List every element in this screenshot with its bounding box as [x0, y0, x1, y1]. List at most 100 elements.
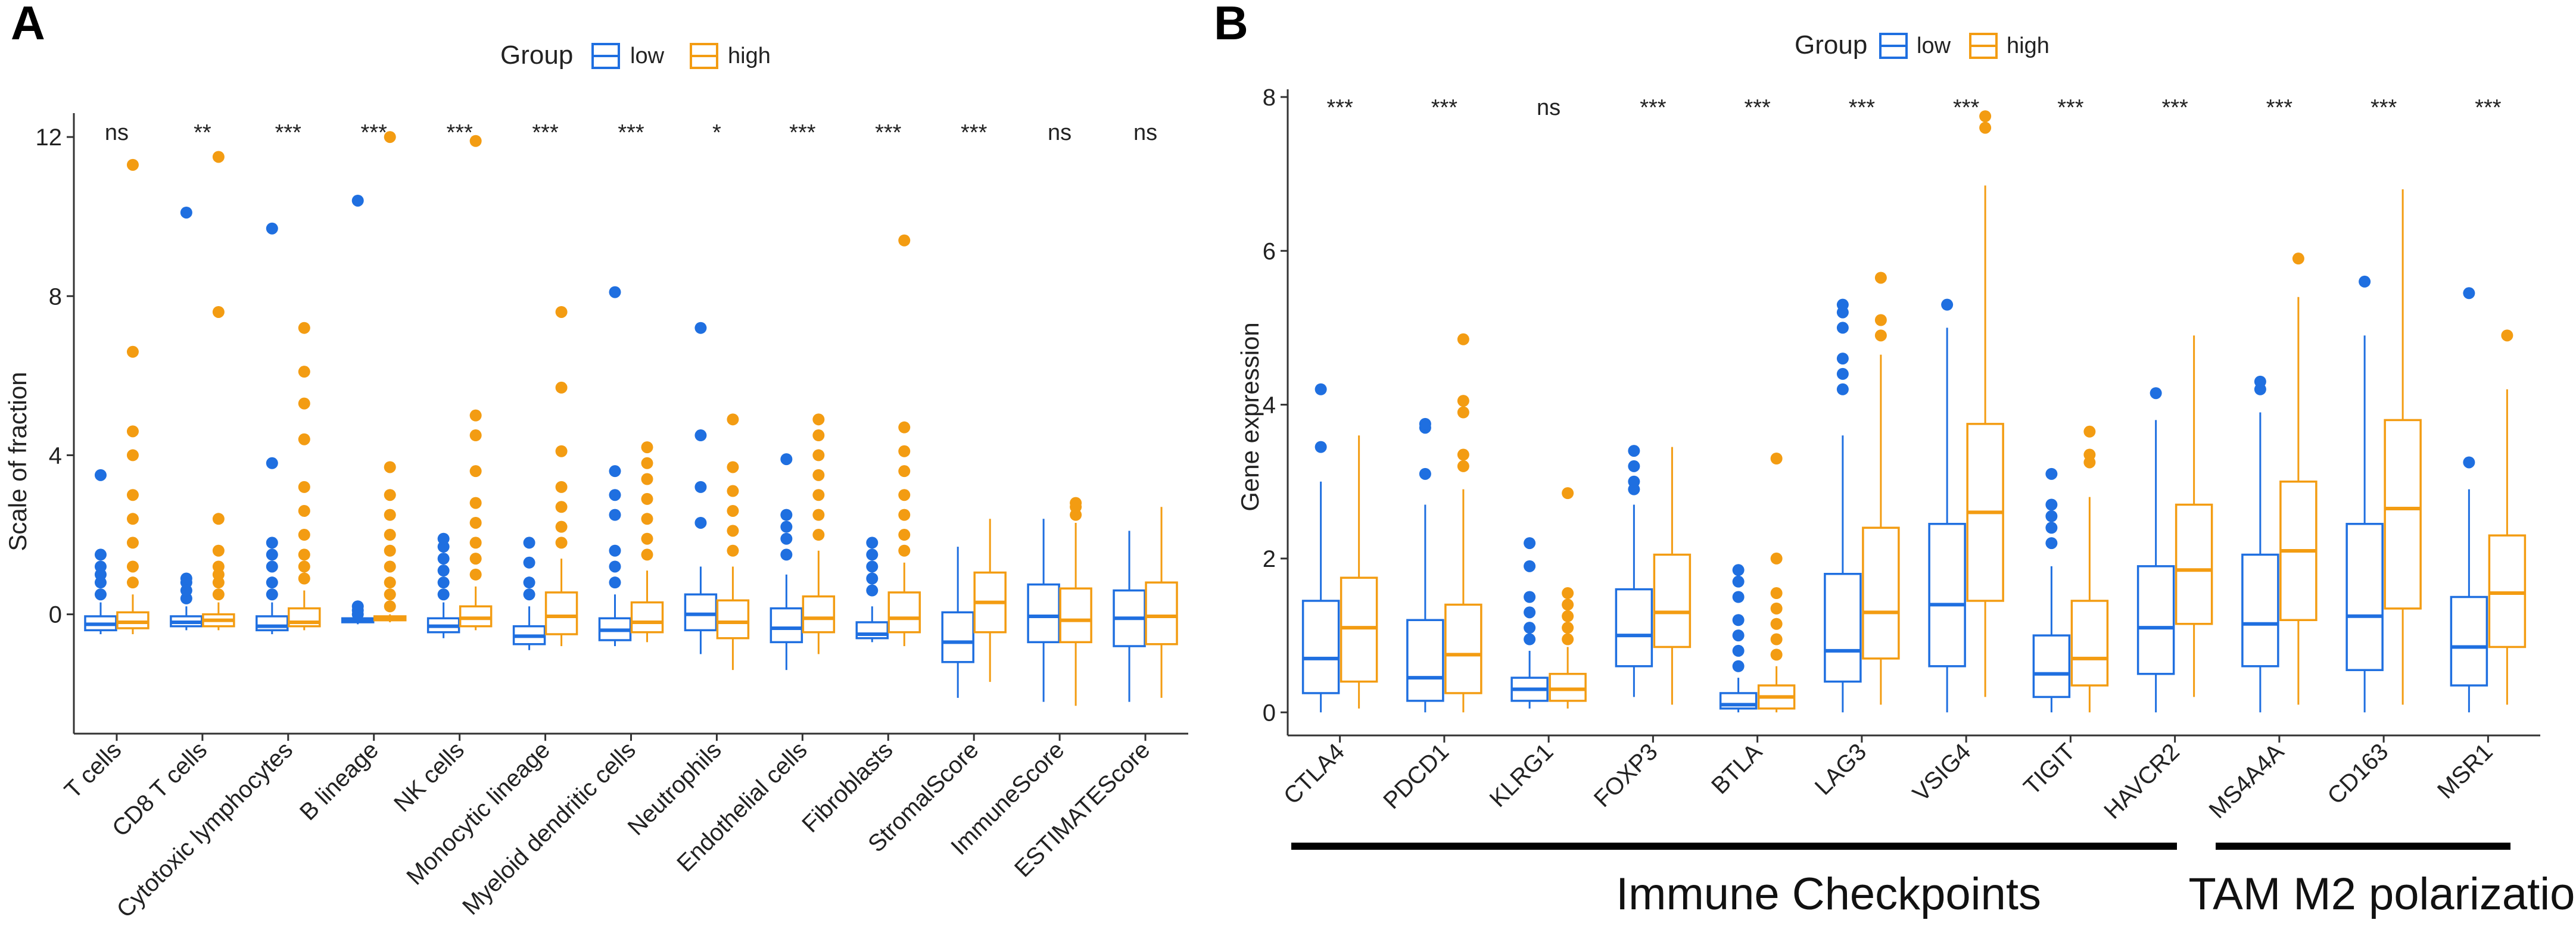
- panel-b-box-ms4a4a-high-outlier-0: [2292, 252, 2304, 265]
- panel-a-box-nk-cells-high-outlier-6: [469, 429, 482, 442]
- panel-b-y-tick-label-6: 6: [1263, 238, 1276, 264]
- panel-b-box-foxp3-high: [1653, 553, 1692, 648]
- panel-a-box-fibroblasts-high-outlier-2: [898, 509, 911, 521]
- panel-a-box-cytotoxic-lymphocytes-low-outlier-2: [266, 560, 278, 573]
- panel-b-legend-low: low: [1879, 33, 1951, 59]
- panel-a-box-endothelial-cells-low-outlier-0: [780, 548, 793, 561]
- panel-a-box-monocytic-lineage-low-outlier-0: [523, 588, 535, 601]
- panel-b-box-tigit-high: [2070, 600, 2109, 687]
- panel-b-box-btla-low-outlier-0: [1732, 660, 1745, 672]
- panel-b-box-lag3-low: [1824, 573, 1862, 683]
- panel-a-box-myeloid-dendritic-cells-low-outlier-5: [609, 465, 621, 478]
- panel-a-box-stromalscore-low: [941, 611, 974, 663]
- panel-b-significance-ms4a4a: ***: [2266, 95, 2293, 120]
- panel-a-box-cytotoxic-lymphocytes-low: [256, 615, 289, 632]
- panel-a-significance-nk-cells: ***: [446, 120, 473, 145]
- panel-a-box-cytotoxic-lymphocytes-high-outlier-1: [298, 560, 310, 573]
- panel-a-box-nk-cells-high-outlier-2: [469, 537, 482, 549]
- panel-b-box-btla-high-outlier-1: [1770, 633, 1783, 646]
- panel-a-box-myeloid-dendritic-cells-high-outlier-5: [641, 457, 653, 469]
- panel-b-box-klrg1-low-outlier-1: [1524, 622, 1536, 634]
- panel-b-box-tigit-low: [2032, 634, 2071, 699]
- panel-a-box-neutrophils-high: [716, 599, 750, 640]
- panel-b-box-foxp3-low-outlier-3: [1628, 445, 1640, 457]
- panel-b-box-ms4a4a-low-outlier-1: [2254, 375, 2266, 388]
- panel-b-box-btla-high-outlier-4: [1770, 587, 1783, 600]
- panel-a-box-neutrophils-high-outlier-2: [727, 504, 739, 517]
- panel-b-box-cd163-high: [2384, 419, 2422, 610]
- panel-a-box-t-cells-high-outlier-7: [126, 345, 139, 358]
- panel-b-box-btla-high-outlier-2: [1770, 618, 1783, 630]
- panel-b-box-klrg1-high-outlier-1: [1562, 622, 1574, 634]
- panel-a-significance-b-lineage: ***: [361, 120, 388, 145]
- panel-a-box-cd8-t-cells-high-outlier-4: [212, 544, 225, 557]
- panel-b-box-btla-low-outlier-6: [1732, 564, 1745, 576]
- panel-a-box-cytotoxic-lymphocytes-high-outlier-7: [298, 397, 310, 410]
- panel-a-box-fibroblasts-low-outlier-3: [866, 548, 879, 561]
- panel-a-box-b-lineage-high-outlier-3: [384, 560, 396, 573]
- panel-a-legend-low-label: low: [630, 43, 665, 68]
- panel-a-box-b-lineage-high-outlier-0: [384, 600, 396, 613]
- panel-b-box-btla-high-outlier-3: [1770, 602, 1783, 615]
- panel-a-box-cytotoxic-lymphocytes-low-outlier-6: [266, 222, 278, 235]
- panel-a-box-t-cells-high-outlier-8: [126, 158, 139, 171]
- panel-a-box-neutrophils-high-outlier-4: [727, 461, 739, 473]
- panel-b-box-btla-high-outlier-5: [1770, 552, 1783, 565]
- panel-a-box-endothelial-cells-high-outlier-1: [812, 509, 825, 521]
- panel-b-legend-high-label: high: [2007, 33, 2049, 58]
- panel-a-box-nk-cells-high-outlier-4: [469, 497, 482, 509]
- panel-a-box-nk-cells-high-outlier-7: [469, 409, 482, 422]
- panel-a-box-cd8-t-cells-high-outlier-0: [212, 588, 225, 601]
- panel-a-y-tick-label-4: 4: [49, 442, 62, 469]
- panel-a-box-cd8-t-cells-high-outlier-3: [212, 560, 225, 573]
- panel-b-box-klrg1-low-outlier-5: [1524, 537, 1536, 550]
- panel-b-legend-high: high: [1969, 33, 2049, 59]
- panel-a-box-monocytic-lineage-high-outlier-3: [555, 481, 568, 493]
- panel-b-box-msr1-low: [2450, 595, 2488, 687]
- panel-a-box-fibroblasts-high-outlier-1: [898, 529, 911, 541]
- panel-a-box-monocytic-lineage-high-outlier-0: [555, 537, 568, 549]
- panel-a-box-endothelial-cells-low: [770, 607, 803, 644]
- panel-b-box-klrg1-high-outlier-2: [1562, 610, 1574, 622]
- panel-a-y-tick-label-8: 8: [49, 283, 62, 310]
- panel-a-box-monocytic-lineage-high-outlier-6: [555, 305, 568, 318]
- panel-a-box-t-cells-high-outlier-0: [126, 576, 139, 589]
- panel-a-box-cytotoxic-lymphocytes-low-outlier-0: [266, 588, 278, 601]
- panel-a-box-endothelial-cells-high-outlier-2: [812, 489, 825, 501]
- panel-b-box-ctla4-low-outlier-0: [1315, 441, 1327, 453]
- panel-a-box-cytotoxic-lymphocytes-high-outlier-2: [298, 548, 310, 561]
- panel-b-significance-btla: ***: [1744, 95, 1771, 120]
- panel-a-box-monocytic-lineage-high-outlier-5: [555, 381, 568, 394]
- panel-b-box-tigit-high-outlier-2: [2083, 425, 2096, 438]
- panel-a-y-axis-title: Scale of fraction: [4, 372, 32, 551]
- panel-a-box-t-cells-high-outlier-4: [126, 489, 139, 501]
- panel-a-box-b-lineage-high-outlier-4: [384, 544, 396, 557]
- panel-b-y-tick-label-0: 0: [1263, 700, 1276, 726]
- panel-a-legend-high: high: [690, 43, 771, 69]
- panel-a-box-neutrophils-high-outlier-5: [727, 413, 739, 426]
- panel-b-box-lag3-low-outlier-2: [1836, 353, 1849, 365]
- panel-a-box-myeloid-dendritic-cells-low-outlier-6: [609, 286, 621, 298]
- panel-a-box-t-cells-low-outlier-5: [94, 469, 107, 481]
- panel-a-legend-high-label: high: [728, 43, 771, 68]
- panel-a-box-cd8-t-cells-high-outlier-6: [212, 305, 225, 318]
- panel-a-box-endothelial-cells-low-outlier-1: [780, 532, 793, 545]
- panel-a-significance-fibroblasts: ***: [875, 120, 902, 145]
- panel-a-box-t-cells-high-outlier-1: [126, 560, 139, 573]
- panel-a-box-myeloid-dendritic-cells-high-outlier-1: [641, 532, 653, 545]
- panel-b-letter: B: [1214, 0, 1248, 49]
- panel-a-box-monocytic-lineage-low-outlier-2: [523, 556, 535, 569]
- panel-a-box-immunescore-high: [1059, 587, 1092, 644]
- panel-a-box-neutrophils-low: [684, 593, 718, 632]
- panel-a-box-t-cells-high-outlier-5: [126, 449, 139, 462]
- panel-a-significance-immunescore: ns: [1048, 120, 1071, 145]
- panel-a-box-myeloid-dendritic-cells-low-outlier-1: [609, 560, 621, 573]
- panel-a-box-neutrophils-low-outlier-2: [694, 429, 707, 442]
- panel-b-box-btla-high-outlier-0: [1770, 648, 1783, 661]
- panel-a-box-t-cells-low-outlier-0: [94, 588, 107, 601]
- panel-b-box-tigit-low-outlier-3: [2045, 498, 2058, 511]
- panel-b-group-label-immune-checkpoints: Immune Checkpoints: [1616, 869, 2041, 919]
- panel-a-box-myeloid-dendritic-cells-high-outlier-4: [641, 473, 653, 485]
- panel-a-box-nk-cells-low-outlier-0: [437, 588, 450, 601]
- panel-a-box-endothelial-cells-high-outlier-5: [812, 429, 825, 442]
